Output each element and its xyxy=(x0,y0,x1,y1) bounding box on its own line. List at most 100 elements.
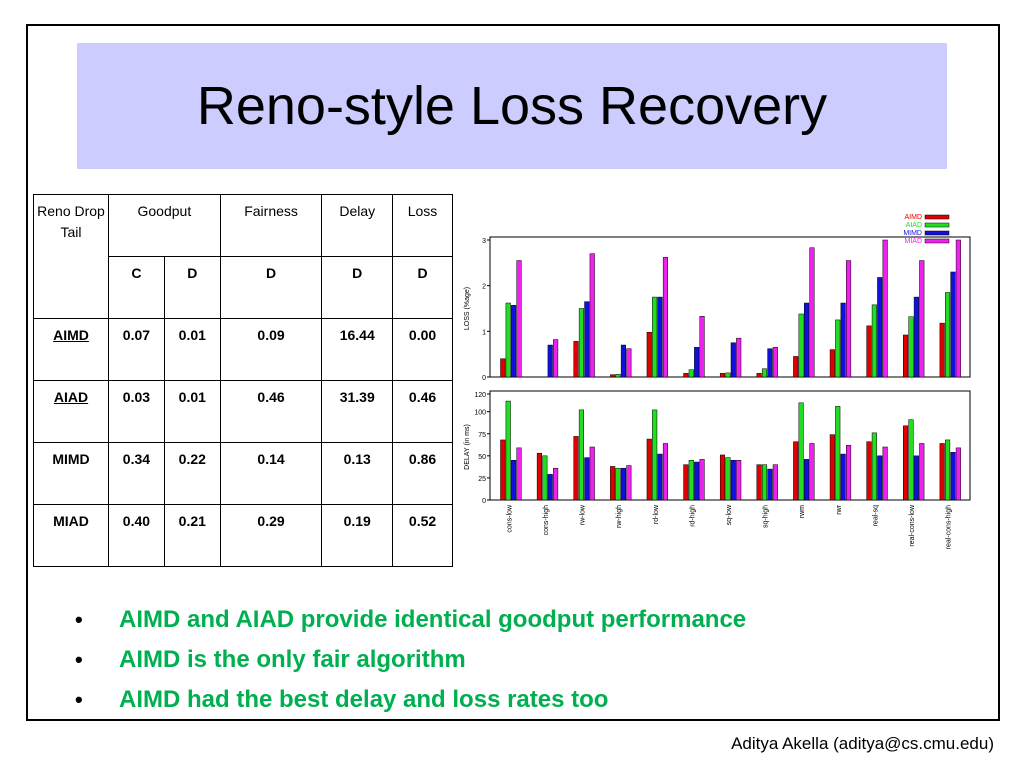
bar-aimd xyxy=(866,441,872,501)
bar-miad xyxy=(809,443,815,501)
table-cell: 0.29 xyxy=(219,504,323,567)
legend-swatch xyxy=(924,222,950,228)
bar-aiad xyxy=(871,432,877,501)
bullet-list: • AIMD and AIAD provide identical goodput… xyxy=(75,600,746,720)
bar-aiad xyxy=(945,439,951,501)
bar-aiad xyxy=(761,464,768,501)
bar-aimd xyxy=(683,373,689,378)
legend-swatch xyxy=(924,230,950,236)
bar-aiad xyxy=(578,409,584,501)
table-cell: 0.52 xyxy=(392,504,453,567)
table-cell: 0.34 xyxy=(108,442,165,505)
bar-miad xyxy=(772,347,778,378)
bar-miad xyxy=(699,316,705,378)
y-tick-label: 0 xyxy=(482,375,486,382)
bar-aimd xyxy=(829,434,835,501)
bar-aiad xyxy=(578,308,584,378)
table-cell: 0.21 xyxy=(163,504,221,567)
bar-aiad xyxy=(652,296,658,378)
x-tick-label: sq-high xyxy=(763,505,770,528)
bar-mimd xyxy=(913,455,919,501)
x-tick-label: rd-low xyxy=(653,504,660,524)
bar-mimd xyxy=(950,452,956,501)
subheader-cell: C xyxy=(108,256,165,319)
slide-frame xyxy=(26,24,1000,721)
table-cell: 0.86 xyxy=(392,442,453,505)
subheader-cell: D xyxy=(219,256,323,319)
bullet-item: • AIMD is the only fair algorithm xyxy=(75,640,746,680)
legend-label: MIMD xyxy=(903,230,922,237)
bullet-item: • AIMD and AIAD provide identical goodput… xyxy=(75,600,746,640)
x-tick-label: real-cons-high xyxy=(946,505,953,549)
bullet-text: AIMD had the best delay and loss rates t… xyxy=(119,686,609,713)
x-tick-label: rw-high xyxy=(616,505,623,528)
bar-miad xyxy=(955,239,961,378)
bar-aimd xyxy=(500,439,506,501)
bar-miad xyxy=(955,447,961,501)
results-table: Reno Drop Tail Goodput Fairness Delay Lo… xyxy=(33,194,453,567)
bar-aimd xyxy=(683,464,689,501)
bar-mimd xyxy=(620,344,626,378)
bullet-icon: • xyxy=(75,687,83,712)
bar-mimd xyxy=(511,305,517,378)
bullet-icon: • xyxy=(75,607,83,632)
bar-aimd xyxy=(500,358,506,378)
bar-aimd xyxy=(719,373,726,378)
table-cell: 0.01 xyxy=(163,380,221,443)
bar-mimd xyxy=(584,457,590,501)
bar-mimd xyxy=(730,342,736,378)
table-subheader-row: C D D D D xyxy=(34,256,453,319)
bar-mimd xyxy=(840,302,846,378)
bar-aiad xyxy=(725,372,731,378)
table-row: AIAD 0.03 0.01 0.46 31.39 0.46 xyxy=(33,380,453,443)
y-tick-label: 0 xyxy=(482,498,486,505)
bar-mimd xyxy=(730,460,736,501)
bar-mimd xyxy=(877,455,883,501)
bar-aiad xyxy=(615,374,621,378)
bar-miad xyxy=(736,337,742,378)
bar-aimd xyxy=(610,374,616,378)
bar-miad xyxy=(626,348,632,378)
bar-miad xyxy=(736,460,742,501)
table-cell: 0.09 xyxy=(219,318,323,381)
y-tick-label: 3 xyxy=(482,238,486,245)
bullet-text: AIMD is the only fair algorithm xyxy=(119,646,466,673)
bar-aimd xyxy=(719,454,726,501)
plot-frame xyxy=(489,236,971,378)
legend-label: MIAD xyxy=(905,238,923,245)
bar-mimd xyxy=(913,296,919,378)
bar-mimd xyxy=(950,271,956,378)
bar-miad xyxy=(772,464,778,501)
row-label-miad: MIAD xyxy=(33,504,109,567)
bar-aiad xyxy=(652,409,658,501)
footer-author: Aditya Akella (aditya@cs.cmu.edu) xyxy=(731,734,994,753)
table-cell: 0.46 xyxy=(219,380,323,443)
x-tick-label: rd-high xyxy=(689,505,696,527)
slide-title: Reno-style Loss Recovery xyxy=(196,76,828,136)
header-delay: Delay xyxy=(321,194,394,257)
bar-mimd xyxy=(620,467,626,501)
subheader-cell: D xyxy=(163,256,221,319)
bar-miad xyxy=(589,253,595,378)
bar-aimd xyxy=(939,322,945,378)
bar-aiad xyxy=(908,419,914,501)
header-fairness: Fairness xyxy=(219,194,323,257)
x-tick-label: rw-low xyxy=(580,504,587,525)
table-corner-label: Reno Drop Tail xyxy=(33,194,109,319)
x-tick-label: cons-high xyxy=(543,505,550,535)
legend-label: AIMD xyxy=(905,214,923,221)
bar-mimd xyxy=(840,453,846,501)
bar-aimd xyxy=(573,341,579,378)
bar-mimd xyxy=(877,277,883,378)
bar-miad xyxy=(626,465,632,501)
y-axis-label: LOSS (%age) xyxy=(464,287,471,330)
table-cell: 0.40 xyxy=(108,504,165,567)
bullet-icon: • xyxy=(75,647,83,672)
bar-aimd xyxy=(793,356,799,378)
bar-charts: 0 1 2 3 LOSS (%age) 0 25 50 75 100 120 DELAY (in ms… xyxy=(464,214,971,549)
table-cell: 31.39 xyxy=(321,380,394,443)
y-tick-label: 100 xyxy=(474,410,486,417)
bar-aimd xyxy=(536,452,542,501)
bar-miad xyxy=(882,446,888,501)
x-tick-label: real-sq xyxy=(872,505,879,527)
